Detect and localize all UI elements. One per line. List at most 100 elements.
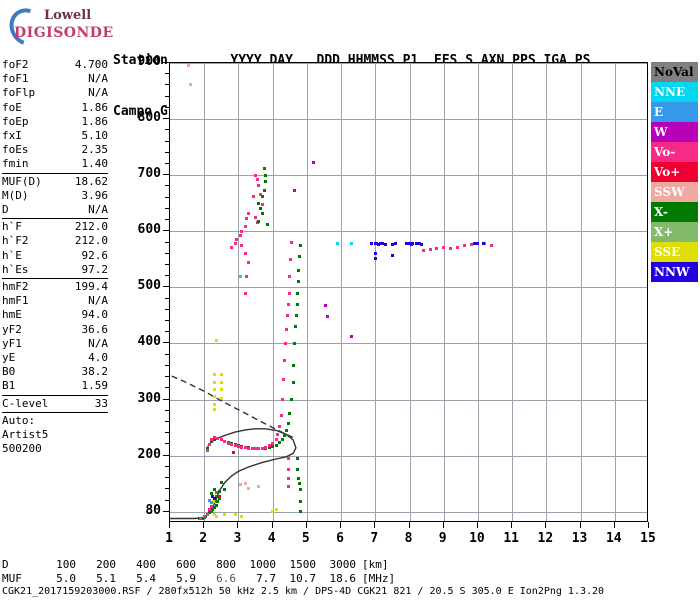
y-axis-minor-tick	[165, 331, 169, 332]
echo-point	[255, 178, 259, 182]
x-axis-tick	[340, 522, 341, 528]
echo-point	[375, 242, 379, 246]
echo-point	[274, 508, 278, 512]
echo-point	[295, 456, 299, 460]
x-axis-tick	[545, 522, 546, 528]
echo-point	[201, 517, 204, 520]
echo-point	[214, 503, 218, 507]
y-axis-minor-tick	[165, 432, 169, 433]
echo-point	[219, 481, 223, 485]
y-axis-minor-tick	[165, 152, 169, 153]
legend-item-ssw[interactable]: SSW	[651, 182, 698, 202]
x-axis-tick	[614, 522, 615, 528]
echo-point	[219, 381, 223, 385]
legend-item-sse[interactable]: SSE	[651, 242, 698, 262]
echo-point	[216, 437, 220, 441]
gridline-vertical	[204, 63, 205, 521]
param-group: foF2 4.700 foF1 N/A foFlp N/A foE 1.86 foEp 1.86 f…	[2, 58, 108, 174]
y-axis-tick-label: 300	[137, 390, 161, 406]
gridline-horizontal	[170, 119, 647, 120]
distance-row-value: 600	[176, 558, 196, 571]
param-row-fof1: foF1 N/A	[2, 72, 108, 86]
param-value: N/A	[88, 294, 108, 308]
legend-item-x[interactable]: X-	[651, 202, 698, 222]
param-row-hf2: h`F2 212.0	[2, 234, 108, 248]
echo-point	[408, 242, 411, 246]
echo-point	[212, 387, 216, 391]
param-value: N/A	[88, 72, 108, 86]
echo-point	[254, 173, 258, 177]
param-row-yf2: yF2 36.6	[2, 323, 108, 337]
echo-point	[212, 487, 216, 491]
legend-item-vo[interactable]: Vo+	[651, 162, 698, 182]
legend-item-noval[interactable]: NoVal	[651, 62, 698, 82]
echo-point	[212, 436, 216, 440]
legend-item-w[interactable]: W	[651, 122, 698, 142]
param-row-mufd: MUF(D) 18.62	[2, 175, 108, 189]
muf-row-value: 5.4	[136, 572, 156, 585]
profile-curves	[170, 375, 297, 520]
echo-point	[271, 445, 275, 449]
muf-row-label: MUF	[2, 572, 22, 585]
echo-point	[257, 201, 261, 205]
muf-row-value: 5.9	[176, 572, 196, 585]
echo-point	[214, 491, 218, 495]
gridline-horizontal	[170, 456, 647, 457]
echo-point	[214, 514, 218, 518]
param-group: hmF2 199.4 hmF1 N/A hmE 94.0 yF2 36.6 yF1 N/A yE 4.…	[2, 280, 108, 396]
echo-point	[240, 243, 244, 247]
curve-dashed	[171, 375, 297, 440]
echo-point	[233, 444, 237, 448]
muf-row-value: 6.6	[216, 572, 236, 585]
echo-point	[312, 161, 316, 165]
param-row-ye: yE 4.0	[2, 351, 108, 365]
gridline-vertical	[273, 63, 274, 521]
param-value: 94.0	[81, 308, 109, 322]
param-row-fmin: fmin 1.40	[2, 157, 108, 171]
gridline-vertical	[410, 63, 411, 521]
echo-point	[298, 510, 302, 514]
echo-point	[245, 217, 249, 221]
legend-item-e[interactable]: E	[651, 102, 698, 122]
echo-point	[243, 252, 247, 256]
echo-point	[295, 313, 299, 317]
echo-point	[209, 510, 213, 514]
ionogram-plot[interactable]	[169, 62, 648, 522]
x-axis-tick	[477, 522, 478, 528]
echo-point	[283, 358, 287, 362]
echo-point	[218, 494, 222, 498]
param-key: foEp	[2, 114, 29, 128]
echo-point	[418, 242, 422, 246]
x-axis-tick-label: 4	[267, 531, 276, 546]
echo-point	[298, 500, 302, 504]
y-axis-minor-tick	[165, 320, 169, 321]
legend-item-nne[interactable]: NNE	[651, 82, 698, 102]
echo-point	[212, 496, 216, 500]
y-axis-tick-label: 400	[137, 334, 161, 350]
echo-point	[296, 280, 300, 284]
param-value: 18.62	[74, 174, 108, 188]
y-axis-minor-tick	[165, 275, 169, 276]
echo-point	[267, 444, 271, 448]
legend-item-nnw[interactable]: NNW	[651, 262, 698, 282]
echo-point	[282, 378, 286, 382]
echo-point	[254, 447, 258, 451]
y-axis-tick-label: 80	[145, 502, 161, 518]
y-axis-minor-tick	[165, 253, 169, 254]
echo-point	[274, 438, 278, 442]
legend-item-vo[interactable]: Vo-	[651, 142, 698, 162]
param-value: 212.0	[74, 234, 108, 248]
y-axis-minor-tick	[165, 107, 169, 108]
echo-point	[419, 243, 423, 247]
legend-item-x[interactable]: X+	[651, 222, 698, 242]
param-key: yF2	[2, 322, 22, 336]
echo-point	[262, 166, 266, 170]
echo-point	[288, 412, 292, 416]
echo-point	[223, 513, 227, 517]
muf-row-value: 18.6	[329, 572, 357, 585]
param-row-md: M(D) 3.96	[2, 189, 108, 203]
echo-point	[286, 302, 290, 306]
echo-point	[277, 425, 281, 428]
echo-point	[212, 500, 216, 504]
echo-point	[214, 494, 218, 498]
